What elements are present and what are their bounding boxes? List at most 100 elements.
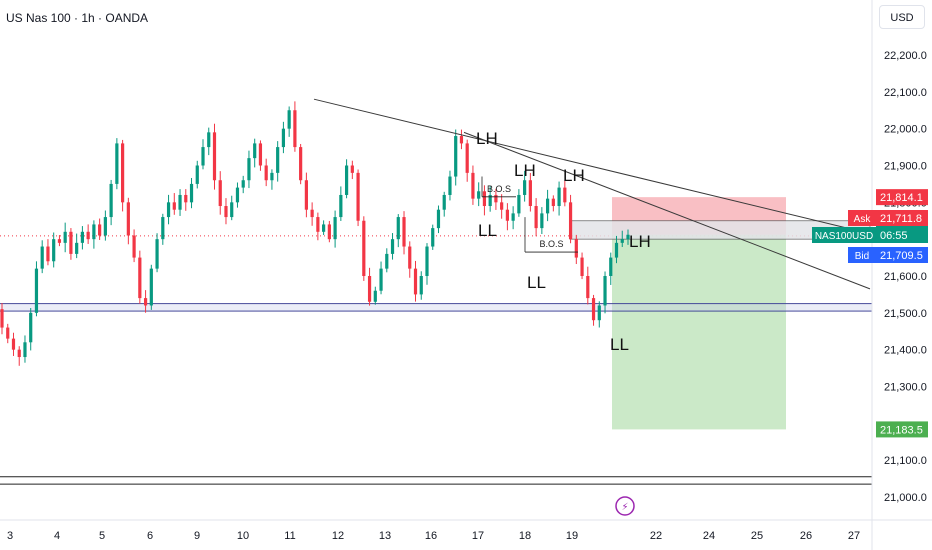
lightning-icon: ⚡	[621, 502, 628, 513]
candle-body	[591, 298, 596, 321]
y-tick-label: 21,100.0	[884, 455, 927, 467]
candle-body	[138, 257, 142, 299]
candle-body	[161, 217, 165, 240]
candle-body	[557, 187, 561, 207]
y-tick-label: 21,500.0	[884, 308, 927, 320]
currency-button[interactable]: USD	[879, 5, 925, 29]
y-tick-label: 21,900.0	[884, 161, 927, 173]
price-tag-label: NAS100USD	[815, 231, 873, 242]
candle-body	[98, 224, 102, 236]
structure-label: LL	[478, 221, 497, 240]
candle-body	[230, 202, 234, 218]
candle-body	[614, 242, 619, 258]
candle-body	[287, 110, 291, 129]
price-label: 21,709.5	[880, 250, 923, 262]
price-label-box	[876, 247, 928, 263]
structure-label: LH	[514, 161, 536, 180]
candle-body	[270, 172, 274, 181]
candle-body	[408, 246, 412, 269]
candle-body	[482, 191, 487, 207]
y-tick-label: 21,300.0	[884, 382, 927, 394]
candle-body	[436, 209, 441, 229]
price-tag-label: Bid	[855, 251, 869, 262]
candle-body	[488, 194, 492, 207]
candle-body	[189, 183, 194, 203]
candle-body	[17, 349, 21, 358]
trendline-lower	[463, 131, 871, 290]
candle-body	[459, 136, 464, 144]
x-tick-label: 10	[237, 530, 249, 542]
candle-body	[465, 143, 469, 173]
price-label-box	[876, 189, 928, 206]
candle-body	[149, 268, 153, 306]
price-label: 21,183.5	[880, 424, 923, 436]
candle-body	[258, 143, 263, 166]
price-tag-label: Ask	[854, 214, 872, 225]
candle-body	[523, 180, 527, 195]
candle-body	[11, 338, 16, 350]
price-tag-box	[812, 227, 876, 243]
candle-body	[448, 176, 452, 195]
candle-body	[413, 268, 418, 295]
x-tick-label: 25	[751, 530, 763, 542]
candle-body	[172, 202, 176, 210]
x-tick-label: 26	[800, 530, 812, 542]
candle-body	[310, 209, 314, 218]
candle-body	[132, 235, 136, 258]
candle-body	[224, 206, 228, 218]
price-label: 21,814.1	[880, 192, 923, 204]
candle-body	[115, 143, 119, 184]
candle-body	[29, 312, 33, 343]
candle-body	[235, 187, 240, 203]
x-tick-label: 3	[7, 530, 13, 542]
candle-body	[545, 198, 550, 214]
candle-body	[184, 194, 188, 203]
candle-body	[80, 231, 85, 243]
price-label-box	[876, 210, 928, 226]
candle-body	[603, 276, 607, 306]
x-tick-label: 22	[650, 530, 662, 542]
candle-body	[477, 191, 481, 199]
candle-body	[143, 298, 148, 306]
x-tick-label: 5	[99, 530, 105, 542]
structure-label: LL	[527, 273, 546, 292]
candle-body	[597, 305, 601, 321]
candle-body	[304, 180, 308, 210]
candle-body	[166, 202, 171, 218]
candle-body	[390, 239, 395, 254]
price-tag-box	[848, 247, 876, 263]
x-tick-label: 27	[848, 530, 860, 542]
candle-body	[276, 147, 280, 173]
candle-body	[580, 257, 584, 276]
candle-body	[367, 276, 372, 302]
x-tick-label: 12	[332, 530, 344, 542]
candle-body	[92, 224, 96, 240]
candle-body	[121, 143, 125, 203]
candle-body	[86, 231, 90, 240]
candle-body	[333, 217, 337, 240]
candle-body	[626, 234, 630, 240]
candle-body	[69, 231, 73, 254]
candle-body	[586, 276, 590, 299]
candle-body	[563, 187, 567, 203]
candle-body	[620, 239, 624, 243]
bos-label: B.O.S	[487, 184, 511, 194]
x-tick-label: 11	[284, 530, 295, 542]
candle-body	[425, 246, 429, 276]
candle-body	[344, 165, 349, 195]
candle-body	[46, 246, 50, 262]
candle-body	[40, 246, 44, 269]
candle-body	[316, 217, 320, 232]
support-zone	[0, 303, 872, 311]
candle-body	[505, 209, 509, 221]
candle-body	[57, 239, 62, 243]
candle-body	[75, 242, 79, 254]
candle-body	[385, 253, 389, 269]
candle-body	[212, 132, 217, 181]
candle-body	[218, 180, 222, 207]
candle-body	[155, 239, 159, 269]
candle-body	[528, 180, 532, 207]
price-label-box	[876, 421, 928, 438]
x-tick-label: 13	[379, 530, 391, 542]
